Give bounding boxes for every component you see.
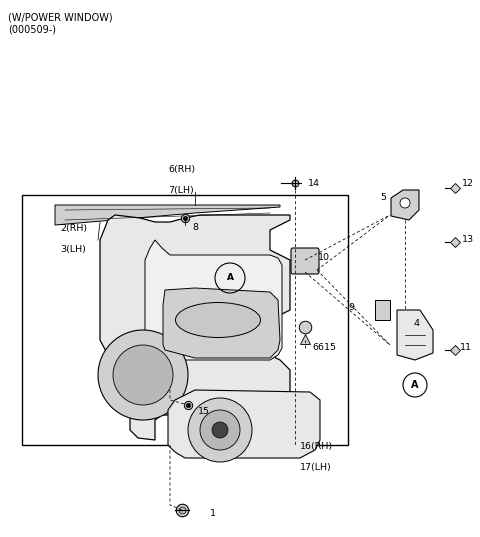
FancyBboxPatch shape: [291, 248, 319, 274]
Text: 12: 12: [462, 178, 474, 187]
Polygon shape: [397, 310, 433, 360]
Text: 11: 11: [460, 344, 472, 352]
Text: A: A: [227, 273, 233, 282]
Circle shape: [113, 345, 173, 405]
Circle shape: [188, 398, 252, 462]
Circle shape: [400, 198, 410, 208]
Circle shape: [98, 330, 188, 420]
Text: 13: 13: [462, 236, 474, 244]
Text: 1: 1: [210, 510, 216, 519]
Polygon shape: [391, 190, 419, 220]
Polygon shape: [375, 300, 390, 320]
Polygon shape: [163, 288, 280, 358]
Text: 17(LH): 17(LH): [300, 463, 332, 472]
Text: 6615: 6615: [312, 344, 336, 352]
Polygon shape: [145, 240, 282, 360]
Circle shape: [200, 410, 240, 450]
Text: 3(LH): 3(LH): [60, 245, 86, 254]
Text: 16(RH): 16(RH): [300, 442, 333, 451]
Text: (000509-): (000509-): [8, 24, 56, 34]
Text: 10: 10: [318, 253, 330, 263]
Text: 6(RH): 6(RH): [168, 165, 195, 174]
Polygon shape: [100, 215, 290, 440]
Text: (W/POWER WINDOW): (W/POWER WINDOW): [8, 12, 113, 22]
Text: 9: 9: [348, 303, 354, 313]
Text: 8: 8: [192, 223, 198, 233]
Text: 5: 5: [380, 193, 386, 202]
Ellipse shape: [176, 302, 261, 337]
Circle shape: [212, 422, 228, 438]
Text: 14: 14: [308, 178, 320, 187]
Text: 2(RH): 2(RH): [60, 224, 87, 233]
Text: A: A: [411, 380, 419, 390]
Polygon shape: [168, 390, 320, 458]
Text: 15: 15: [198, 407, 210, 416]
Bar: [22, 195, 348, 445]
Text: 4: 4: [414, 318, 420, 328]
Text: 7(LH): 7(LH): [168, 186, 194, 195]
Polygon shape: [55, 205, 280, 225]
